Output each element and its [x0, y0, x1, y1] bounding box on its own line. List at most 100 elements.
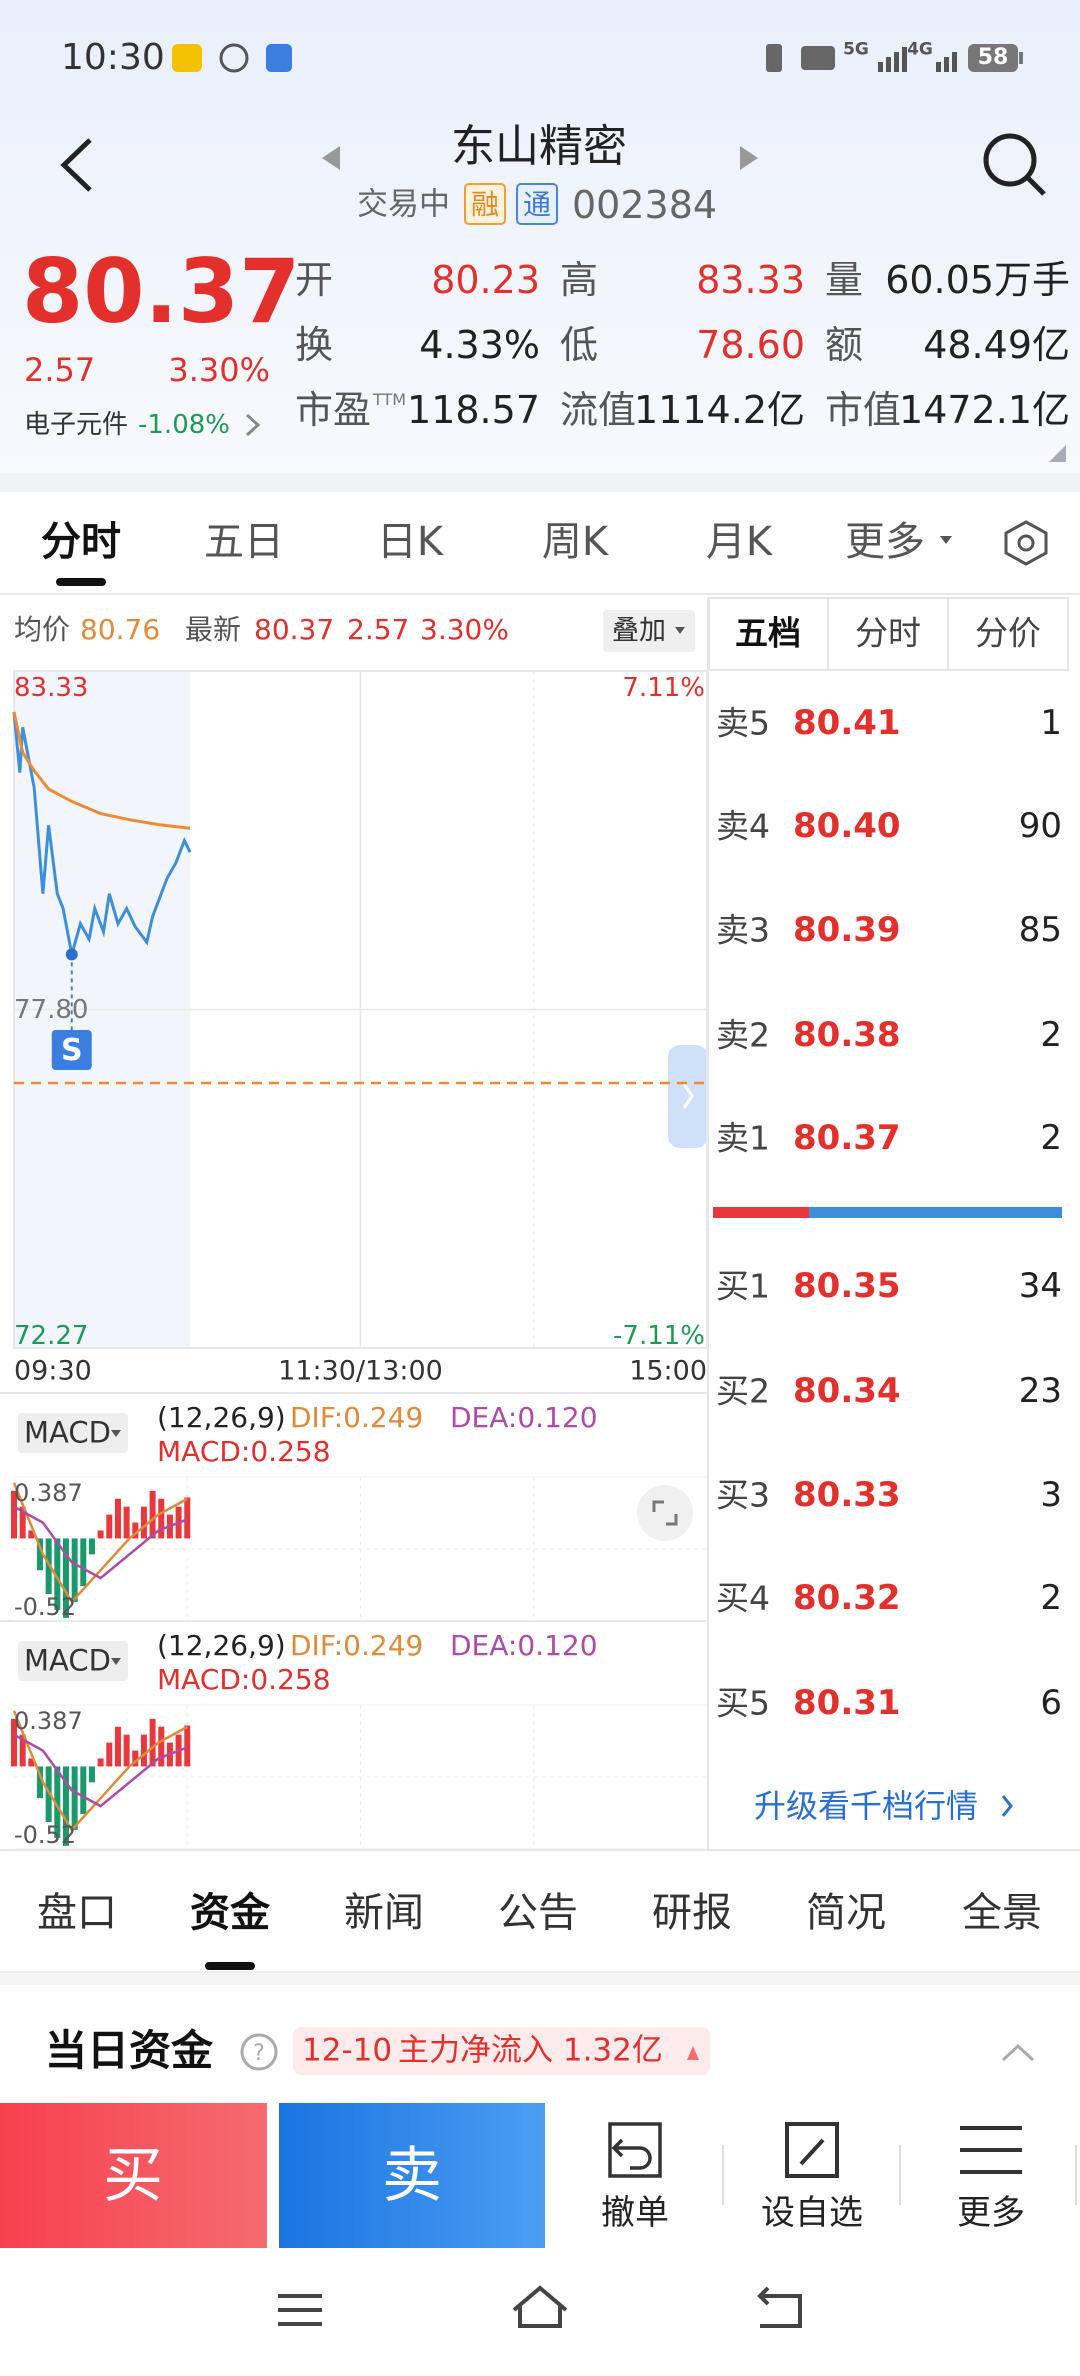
section-tab[interactable]: 新闻: [344, 1890, 424, 1936]
chart-tab[interactable]: 日K: [376, 519, 444, 565]
nav-home[interactable]: [512, 2285, 568, 2328]
signal-label: S: [60, 1033, 83, 1068]
macd-bar: [184, 1497, 191, 1539]
macd-params: (12,26,9): [157, 1629, 286, 1662]
macd-bar: [62, 1538, 69, 1618]
expand-corner[interactable]: [1049, 445, 1066, 462]
macd-bar: [88, 1766, 95, 1783]
y-tick-label: 72.27: [14, 1321, 89, 1351]
dif-line: [12, 1482, 188, 1604]
more-icon[interactable]: [960, 2126, 1022, 2174]
stat-label: 流值: [560, 388, 637, 432]
section-tab[interactable]: 研报: [652, 1890, 732, 1936]
stock-name: 东山精密: [451, 121, 627, 172]
avg-value: 80.76: [80, 613, 161, 646]
overlay-label[interactable]: 叠加: [612, 615, 666, 647]
book-price: 80.34: [793, 1371, 901, 1411]
macd-bar: [80, 1766, 87, 1815]
action-label[interactable]: 设自选: [761, 2193, 863, 2233]
book-volume: 2: [1040, 1015, 1062, 1055]
chart-tab[interactable]: 周K: [541, 519, 609, 565]
chart-tab[interactable]: 更多: [845, 519, 925, 565]
nav-menu[interactable]: [278, 2294, 322, 2326]
dropdown-arrow: [675, 627, 685, 634]
book-level: 卖4: [716, 806, 770, 846]
buy-button[interactable]: [0, 2103, 267, 2248]
dea-line: [13, 1505, 188, 1580]
bid-ratio: [809, 1207, 1062, 1218]
stat-value: 1114.2亿: [634, 388, 805, 432]
chart-tab[interactable]: 月K: [705, 519, 773, 565]
book-price: 80.40: [793, 806, 901, 846]
book-price: 80.31: [793, 1683, 901, 1723]
signal-icon: [878, 47, 957, 72]
section-tab[interactable]: 公告: [498, 1890, 578, 1936]
macd-bar: [88, 1538, 95, 1555]
stat-value: 78.60: [696, 323, 805, 367]
battery-tip: [1019, 52, 1023, 64]
book-level: 买1: [716, 1266, 770, 1306]
dea-label: DEA:0.120: [450, 1629, 598, 1662]
book-level: 买3: [716, 1475, 770, 1515]
action-label[interactable]: 更多: [957, 2193, 1025, 2233]
dropdown-arrow: [111, 1658, 121, 1665]
signal-point: [65, 948, 78, 961]
section-tab[interactable]: 简况: [806, 1890, 886, 1936]
chart-tab[interactable]: 分时: [41, 519, 121, 565]
prev-stock[interactable]: [322, 146, 340, 170]
back-button[interactable]: [60, 138, 92, 192]
settings-icon[interactable]: [1004, 520, 1048, 566]
book-level: 卖1: [716, 1118, 770, 1158]
book-price: 80.35: [793, 1266, 901, 1306]
chart-tab[interactable]: 五日: [204, 519, 284, 565]
fullscreen-button[interactable]: [637, 1485, 693, 1541]
cancel-icon[interactable]: [608, 2122, 662, 2178]
next-stock[interactable]: [740, 146, 758, 170]
book-tab[interactable]: 五档: [735, 613, 801, 653]
y-tick-label: 0.387: [14, 1479, 83, 1507]
book-price: 80.38: [793, 1015, 901, 1055]
dea-line: [13, 1733, 188, 1808]
macd-bar: [71, 1538, 78, 1602]
change-pct: 3.30%: [420, 613, 509, 646]
search-handle: [1026, 176, 1046, 196]
macd-bar: [11, 1490, 17, 1539]
search-button[interactable]: [983, 133, 1037, 187]
collapse-button[interactable]: [1001, 2043, 1035, 2062]
help-icon[interactable]: [240, 2033, 278, 2071]
section-tab[interactable]: 盘口: [37, 1890, 117, 1936]
upgrade-link[interactable]: 升级看千档行情: [753, 1787, 979, 1825]
upgrade-arrow: [1001, 1795, 1013, 1817]
sell-button[interactable]: [279, 2103, 545, 2248]
book-level: 卖5: [716, 703, 770, 743]
signal-box: [51, 1030, 92, 1070]
section-tab[interactable]: 资金: [190, 1890, 270, 1936]
change: 2.57: [24, 351, 96, 389]
action-label[interactable]: 撤单: [601, 2193, 669, 2233]
macd-label: MACD:0.258: [157, 1435, 331, 1468]
macd-bar: [19, 1734, 26, 1767]
section-tab[interactable]: 全景: [962, 1890, 1042, 1936]
buy-label[interactable]: 买: [103, 2141, 163, 2211]
macd-bar: [71, 1766, 78, 1830]
macd-bar: [80, 1538, 87, 1587]
vibrate-icon: [766, 44, 782, 72]
sector-arrow[interactable]: [245, 413, 261, 437]
book-tab[interactable]: 分价: [975, 613, 1041, 653]
overlay-button[interactable]: [603, 610, 695, 652]
sector[interactable]: 电子元件: [24, 410, 129, 440]
macd-selector-label[interactable]: MACD: [24, 1415, 111, 1450]
macd-selector-label[interactable]: MACD: [24, 1643, 111, 1678]
watch-icon[interactable]: [785, 2122, 839, 2178]
dif-label: DIF:0.249: [290, 1401, 424, 1434]
ask-ratio: [713, 1207, 809, 1218]
panel-handle[interactable]: [668, 1045, 708, 1148]
sell-label[interactable]: 卖: [382, 2141, 442, 2211]
avg-line: [12, 711, 191, 830]
nav-back[interactable]: [757, 2286, 802, 2328]
x-tick-label: 11:30/13:00: [278, 1355, 443, 1387]
book-tab[interactable]: 分时: [855, 613, 921, 653]
macd-bar: [45, 1538, 52, 1595]
